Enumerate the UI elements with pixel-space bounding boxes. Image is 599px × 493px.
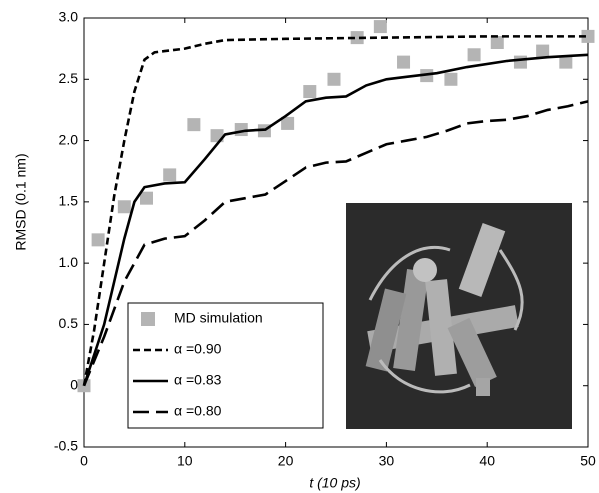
series-line	[82, 35, 588, 386]
x-tick-label: 50	[580, 453, 596, 469]
legend-label: MD simulation	[174, 310, 263, 326]
y-axis-label: RMSD (0.1 nm)	[13, 153, 29, 250]
x-axis-label: t (10 ps)	[309, 475, 360, 491]
series-line	[82, 100, 589, 387]
plot-frame	[83, 17, 589, 448]
data-point	[350, 31, 364, 45]
data-point	[490, 36, 504, 50]
legend-label: α =0.83	[174, 372, 222, 388]
legend-box	[127, 302, 324, 429]
y-tick-label: 0	[70, 376, 78, 392]
legend-marker	[141, 312, 155, 326]
x-tick-label: 40	[479, 453, 495, 469]
y-tick-label: -0.5	[54, 438, 78, 454]
legend-label: α =0.90	[174, 341, 222, 357]
data-point	[581, 29, 595, 43]
legend-label: α =0.80	[174, 403, 222, 419]
data-point	[187, 118, 201, 132]
data-point	[139, 191, 153, 205]
data-point	[303, 85, 317, 99]
data-point	[91, 233, 105, 247]
data-point	[467, 48, 481, 62]
plot-area	[77, 20, 595, 393]
data-point	[513, 55, 527, 69]
data-point	[373, 20, 387, 34]
series-line	[82, 53, 589, 387]
data-point	[281, 116, 295, 130]
y-tick-label: 3.0	[59, 9, 79, 25]
data-point	[117, 200, 131, 214]
data-point	[397, 55, 411, 69]
x-tick-label: 0	[80, 453, 88, 469]
data-point	[536, 44, 550, 58]
y-tick-label: 1.0	[59, 254, 79, 270]
protein-inset	[346, 203, 572, 429]
data-point	[327, 72, 341, 86]
x-tick-label: 30	[379, 453, 395, 469]
y-tick-label: 2.5	[59, 70, 79, 86]
data-point	[444, 72, 458, 86]
y-tick-label: 1.5	[59, 193, 79, 209]
x-tick-label: 10	[177, 453, 193, 469]
data-point	[163, 168, 177, 182]
y-tick-label: 0.5	[59, 315, 79, 331]
y-tick-label: 2.0	[59, 131, 79, 147]
x-tick-label: 20	[278, 453, 294, 469]
data-point	[559, 55, 573, 69]
